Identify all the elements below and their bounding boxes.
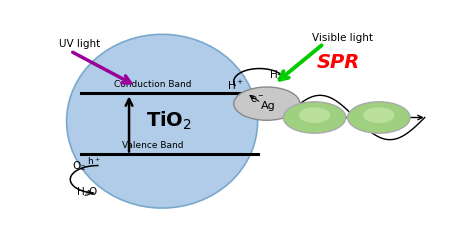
Circle shape: [234, 87, 300, 120]
Text: Ag: Ag: [261, 102, 276, 111]
Text: H$_2$: H$_2$: [269, 68, 283, 82]
Text: Visible light: Visible light: [311, 33, 373, 43]
Ellipse shape: [66, 34, 258, 208]
Text: UV light: UV light: [59, 39, 100, 48]
Circle shape: [363, 107, 394, 123]
Text: H$_2$O: H$_2$O: [75, 186, 98, 199]
Circle shape: [283, 102, 346, 133]
Circle shape: [299, 107, 330, 123]
Text: H$^+$: H$^+$: [227, 79, 244, 92]
Text: O$_2$: O$_2$: [73, 160, 87, 173]
Circle shape: [347, 102, 410, 133]
Text: TiO$_2$: TiO$_2$: [146, 110, 192, 132]
Text: e$^-$: e$^-$: [256, 99, 269, 108]
Text: h$^+$: h$^+$: [87, 155, 101, 167]
Text: e$^-$: e$^-$: [250, 94, 265, 105]
Text: Conduction Band: Conduction Band: [114, 80, 191, 89]
Text: SPR: SPR: [317, 53, 360, 72]
Text: Valence Band: Valence Band: [122, 141, 183, 150]
